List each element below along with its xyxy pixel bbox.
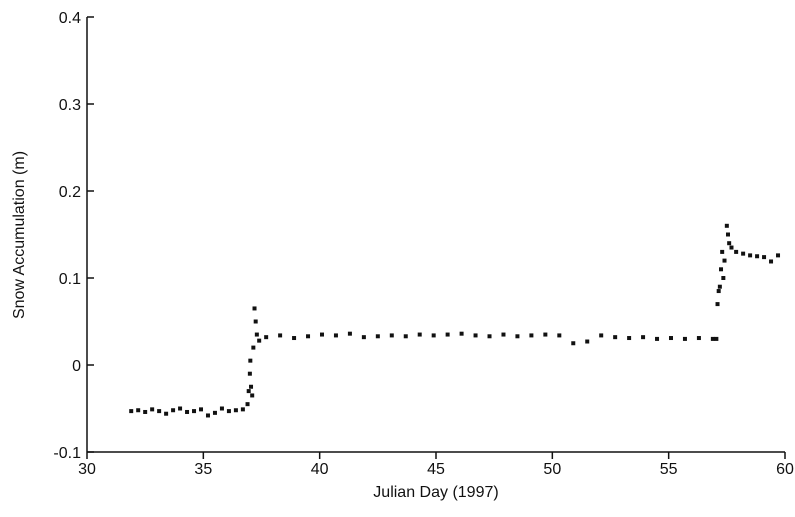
point — [431, 333, 436, 338]
point — [529, 333, 534, 338]
x-tick-label: 30 — [78, 461, 96, 478]
point — [257, 338, 262, 343]
point — [233, 408, 238, 413]
point — [729, 245, 734, 250]
point — [254, 332, 259, 337]
point — [251, 345, 256, 350]
point — [150, 407, 155, 412]
point — [292, 336, 297, 341]
y-tick-label: 0.2 — [59, 184, 81, 201]
point — [710, 336, 715, 341]
y-tick-label: 0.1 — [59, 271, 81, 288]
point — [722, 258, 727, 263]
point — [250, 393, 255, 398]
point — [585, 339, 590, 344]
point — [543, 332, 548, 337]
point — [627, 336, 632, 341]
point — [776, 253, 781, 258]
point — [719, 267, 724, 272]
point — [306, 334, 311, 339]
point — [473, 333, 478, 338]
point — [375, 334, 380, 339]
x-tick-label: 60 — [776, 461, 794, 478]
y-tick-label: 0 — [72, 358, 81, 375]
x-axis-label: Julian Day (1997) — [373, 484, 498, 501]
y-tick-label: 0.4 — [59, 10, 81, 27]
point — [389, 333, 394, 338]
point — [755, 254, 760, 259]
point — [264, 335, 269, 340]
point — [641, 335, 646, 340]
point — [748, 253, 753, 258]
point — [319, 332, 324, 337]
point — [247, 371, 252, 376]
point — [734, 249, 739, 254]
point — [253, 319, 258, 324]
point — [278, 333, 283, 338]
point — [571, 341, 576, 346]
point — [717, 284, 722, 289]
point — [199, 407, 204, 412]
point — [136, 408, 141, 413]
point — [171, 408, 176, 413]
point — [668, 336, 673, 341]
point — [613, 335, 618, 340]
point — [249, 384, 254, 389]
point — [164, 411, 169, 416]
point — [515, 334, 520, 339]
point — [445, 332, 450, 337]
point — [226, 409, 231, 414]
point — [248, 358, 253, 363]
point — [720, 249, 725, 254]
point — [501, 332, 506, 337]
x-tick-label: 45 — [427, 461, 445, 478]
point — [724, 223, 729, 228]
point — [157, 409, 162, 414]
point — [417, 332, 422, 337]
point — [727, 241, 732, 246]
point — [178, 406, 183, 411]
point — [487, 334, 492, 339]
point — [725, 232, 730, 237]
point — [185, 409, 190, 414]
x-tick-label: 35 — [194, 461, 212, 478]
point — [205, 413, 210, 418]
point — [361, 335, 366, 340]
point — [252, 306, 257, 311]
point — [245, 402, 250, 407]
y-axis-label: Snow Accumulation (m) — [11, 151, 28, 319]
point — [246, 389, 251, 394]
point — [696, 336, 701, 341]
point — [143, 409, 148, 414]
point — [599, 333, 604, 338]
point — [721, 276, 726, 280]
point — [240, 407, 245, 412]
point — [219, 406, 224, 411]
point — [762, 255, 767, 260]
point — [715, 302, 720, 307]
point — [212, 410, 217, 415]
point — [714, 336, 719, 341]
point — [459, 331, 464, 336]
point — [682, 336, 687, 341]
point — [716, 289, 721, 294]
x-tick-label: 50 — [543, 461, 561, 478]
point — [347, 331, 352, 336]
point — [741, 251, 746, 256]
x-tick-label: 40 — [311, 461, 329, 478]
point — [403, 334, 408, 339]
point — [192, 409, 197, 414]
point — [333, 333, 338, 338]
point — [655, 336, 660, 341]
point — [769, 259, 774, 264]
x-tick-label: 55 — [660, 461, 678, 478]
y-tick-label: -0.1 — [53, 445, 81, 462]
point — [129, 409, 134, 414]
point — [557, 333, 562, 338]
y-tick-label: 0.3 — [59, 97, 81, 114]
